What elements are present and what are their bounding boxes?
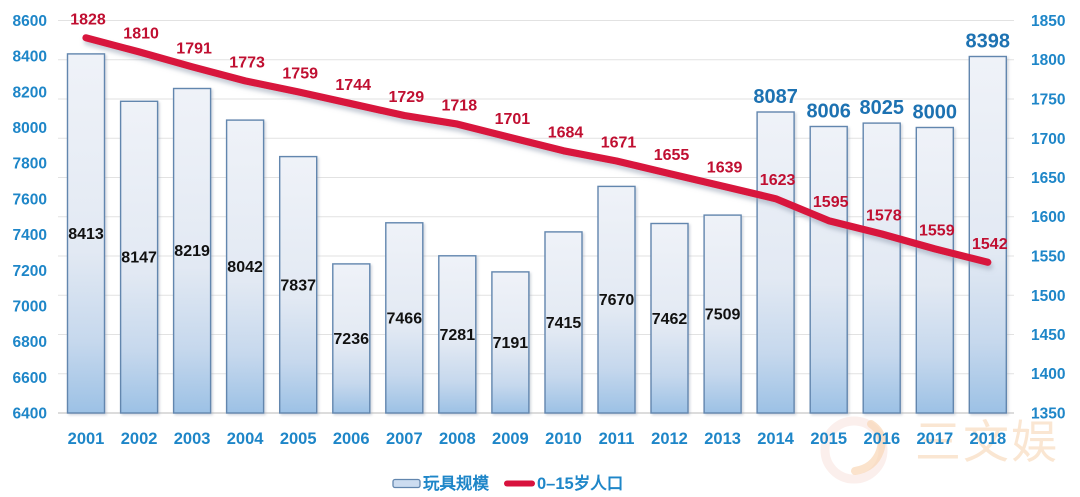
svg-text:1600: 1600 <box>1031 209 1065 226</box>
svg-text:2009: 2009 <box>492 430 529 448</box>
svg-text:1750: 1750 <box>1031 92 1065 109</box>
svg-text:8147: 8147 <box>121 250 157 267</box>
svg-text:1773: 1773 <box>229 54 265 71</box>
svg-text:7200: 7200 <box>13 263 47 280</box>
svg-text:8398: 8398 <box>966 31 1011 53</box>
svg-text:2016: 2016 <box>863 430 900 448</box>
svg-text:7281: 7281 <box>440 327 476 344</box>
svg-text:1655: 1655 <box>654 147 690 164</box>
svg-text:1729: 1729 <box>389 89 425 106</box>
svg-text:1684: 1684 <box>548 124 584 141</box>
svg-text:1400: 1400 <box>1031 366 1065 383</box>
svg-text:三文娱: 三文娱 <box>915 416 1057 468</box>
svg-text:2013: 2013 <box>704 430 741 448</box>
svg-text:2018: 2018 <box>969 430 1006 448</box>
svg-text:1500: 1500 <box>1031 288 1065 305</box>
svg-text:1718: 1718 <box>442 98 478 115</box>
svg-text:7236: 7236 <box>333 331 369 348</box>
svg-text:8400: 8400 <box>13 49 47 66</box>
svg-text:0–15岁人口: 0–15岁人口 <box>537 473 623 493</box>
svg-text:1791: 1791 <box>176 40 212 57</box>
svg-text:玩具规模: 玩具规模 <box>423 473 490 493</box>
svg-text:1671: 1671 <box>601 135 637 152</box>
svg-text:8413: 8413 <box>68 226 104 243</box>
svg-text:7466: 7466 <box>387 310 423 327</box>
svg-text:7191: 7191 <box>493 335 529 352</box>
svg-text:7600: 7600 <box>13 191 47 208</box>
svg-text:7000: 7000 <box>13 299 47 316</box>
svg-text:7462: 7462 <box>652 311 688 328</box>
svg-text:2012: 2012 <box>651 430 688 448</box>
svg-text:6400: 6400 <box>13 406 47 423</box>
svg-text:8000: 8000 <box>13 120 47 137</box>
svg-text:1623: 1623 <box>760 172 796 189</box>
svg-text:2007: 2007 <box>386 430 423 448</box>
svg-text:1550: 1550 <box>1031 249 1065 266</box>
svg-text:2015: 2015 <box>810 430 847 448</box>
svg-text:1810: 1810 <box>123 25 159 42</box>
svg-text:8200: 8200 <box>13 84 47 101</box>
svg-text:1559: 1559 <box>919 222 955 239</box>
svg-text:8600: 8600 <box>13 13 47 30</box>
svg-text:1542: 1542 <box>972 236 1008 253</box>
svg-text:7837: 7837 <box>280 277 316 294</box>
svg-text:2005: 2005 <box>280 430 317 448</box>
svg-text:8006: 8006 <box>806 101 851 123</box>
svg-text:6800: 6800 <box>13 334 47 351</box>
svg-text:1578: 1578 <box>866 208 902 225</box>
svg-text:8025: 8025 <box>860 97 905 119</box>
svg-text:6600: 6600 <box>13 370 47 387</box>
svg-text:7400: 7400 <box>13 227 47 244</box>
svg-text:7509: 7509 <box>705 307 741 324</box>
svg-text:2004: 2004 <box>227 430 265 448</box>
svg-text:7800: 7800 <box>13 156 47 173</box>
svg-text:2008: 2008 <box>439 430 476 448</box>
svg-text:1450: 1450 <box>1031 327 1065 344</box>
svg-text:2011: 2011 <box>599 430 635 448</box>
svg-text:7670: 7670 <box>599 292 635 309</box>
svg-text:8000: 8000 <box>913 102 958 124</box>
svg-text:2017: 2017 <box>916 430 953 448</box>
svg-text:1850: 1850 <box>1031 13 1065 30</box>
svg-text:1700: 1700 <box>1031 131 1065 148</box>
svg-text:2010: 2010 <box>545 430 582 448</box>
svg-text:1701: 1701 <box>495 111 531 128</box>
svg-text:7415: 7415 <box>546 315 582 332</box>
svg-text:1650: 1650 <box>1031 170 1065 187</box>
svg-text:8219: 8219 <box>174 243 210 260</box>
svg-text:2014: 2014 <box>757 430 795 448</box>
svg-text:2006: 2006 <box>333 430 370 448</box>
svg-text:2002: 2002 <box>121 430 158 448</box>
svg-text:1350: 1350 <box>1031 406 1065 423</box>
svg-text:1800: 1800 <box>1031 52 1065 69</box>
svg-text:8087: 8087 <box>753 86 798 108</box>
svg-text:1595: 1595 <box>813 194 849 211</box>
svg-text:1639: 1639 <box>707 160 743 177</box>
svg-text:2001: 2001 <box>68 430 105 448</box>
svg-text:1828: 1828 <box>70 11 106 28</box>
svg-text:1744: 1744 <box>335 77 371 94</box>
svg-text:8042: 8042 <box>227 259 263 276</box>
svg-text:2003: 2003 <box>174 430 211 448</box>
svg-text:1759: 1759 <box>282 65 318 82</box>
